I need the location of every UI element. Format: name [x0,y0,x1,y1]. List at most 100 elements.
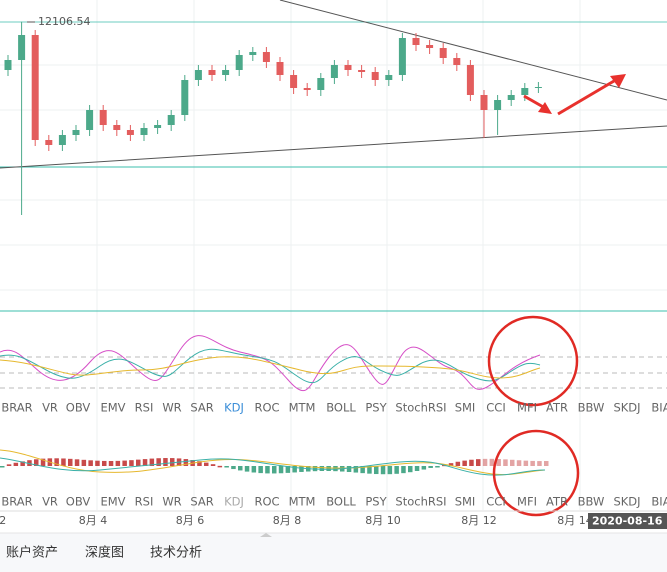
histogram-bar [408,466,413,473]
indicator-tab[interactable]: MTM [289,495,316,509]
indicator-tab[interactable]: VR [42,495,58,509]
histogram-bar [530,460,535,466]
indicator-tab[interactable]: BBW [578,401,605,415]
indicator-tab[interactable]: MFI [517,401,537,415]
candle-body [140,128,148,135]
bottom-tab[interactable]: 深度图 [85,545,124,561]
bottom-tab[interactable]: 技术分析 [150,546,202,561]
indicator-tab[interactable]: SAR [190,495,213,509]
histogram-bar [156,458,161,466]
indicator-tab[interactable]: OBV [66,401,91,415]
histogram-bar [108,461,114,466]
indicator-tab[interactable]: BRAR [1,401,32,415]
indicator-tab[interactable]: MFI [517,495,537,509]
indicator-tab[interactable]: RSI [135,401,154,415]
histogram-bar [476,459,481,466]
indicator-tab[interactable]: WR [162,401,181,415]
indicator-tab[interactable]: ATR [546,401,568,415]
dif-line [0,457,546,476]
indicator-tab[interactable]: EMV [100,495,125,509]
indicator-tab[interactable]: EMV [100,401,125,415]
highlight-circle [487,315,579,407]
indicator-tab[interactable]: SKDJ [613,401,640,415]
candle-body [222,70,230,75]
histogram-bar [319,466,325,472]
indicator-tabs: BRAR VR OBV EMV RSI WR SAR KDJ ROC MTM BOLL PSY Stoc… [1,401,667,415]
trend-line [0,125,667,169]
histogram-bar [61,458,66,466]
time-label: 8月 14 [557,514,593,527]
candle-body [412,38,420,45]
indicator-tab[interactable]: BRAR [1,495,32,509]
histogram-bar [401,466,406,474]
j-line [0,335,541,392]
histogram-bar [544,461,549,466]
candle-body [113,125,121,130]
indicator-tab[interactable]: BBW [578,495,605,509]
candle-body [126,130,134,135]
indicator-tab[interactable]: ROC [254,401,279,415]
candle-body [426,45,434,48]
histogram-bar [299,466,304,472]
histogram-bar [231,466,236,470]
histogram-bar [272,466,277,474]
histogram-bar [292,466,297,473]
time-label: 8月 12 [461,514,497,527]
indicator-tab[interactable]: WR [162,495,181,509]
candle-body [453,58,461,65]
indicator-tab[interactable]: CCI [486,401,505,415]
indicator-tab[interactable]: KDJ [224,401,244,415]
indicator-tab[interactable]: MTM [289,401,316,415]
arrow [557,79,615,116]
dea-line [0,449,546,476]
indicator-tab[interactable]: BOLL [326,401,356,415]
indicator-tab[interactable]: ROC [254,495,279,509]
indicator-tab[interactable]: SMI [455,495,476,509]
candle-body [521,88,529,95]
drag-handle [260,533,272,537]
indicator-tab[interactable]: PSY [365,495,387,509]
histogram-bar [537,461,542,466]
time-label: 8月 10 [365,514,401,527]
indicator-tab[interactable]: PSY [365,401,387,415]
indicator-tab[interactable]: BOLL [326,495,356,509]
bottom-tab[interactable]: 账户资产 [6,545,58,561]
trend-line [279,0,667,101]
candle-body [330,65,338,78]
candle-body [534,87,542,88]
indicator-tab[interactable]: StochRSI [395,401,446,415]
indicator-tab[interactable]: SKDJ [613,495,640,509]
histogram-bar [149,458,155,466]
indicator-tab[interactable]: KDJ [224,495,244,509]
histogram-bar [265,466,270,474]
candle-body [262,52,270,62]
histogram-bar [122,460,127,466]
candle-body [398,38,406,75]
indicator-tab[interactable]: ATR [546,495,568,509]
indicator-tab[interactable]: OBV [66,495,91,509]
indicator-tab[interactable]: StochRSI [395,495,446,509]
indicator-tab[interactable]: SAR [190,401,213,415]
indicator-tab[interactable]: RSI [135,495,154,509]
histogram-bar [170,458,175,466]
histogram-bar [353,466,359,473]
candle-body [249,52,257,55]
histogram-bar [510,459,515,466]
red-arrows [523,74,626,116]
indicator-tab[interactable]: SMI [455,401,476,415]
max-price-label: 12106.54 [38,15,91,28]
histogram-bar [367,466,372,474]
candle-body [303,88,311,90]
candle-body [4,60,12,70]
candle-body [276,62,284,75]
histogram-bar [88,460,93,466]
time-label: 8月 8 [273,514,302,527]
candle-body [358,70,366,72]
indicator-tab[interactable]: VR [42,401,58,415]
indicator-tab[interactable]: BIA [651,401,667,415]
indicator-tab[interactable]: CCI [486,495,505,509]
indicator-tab[interactable]: BIA [651,495,667,509]
histogram-bar [503,459,508,466]
histogram-bar [387,466,393,475]
